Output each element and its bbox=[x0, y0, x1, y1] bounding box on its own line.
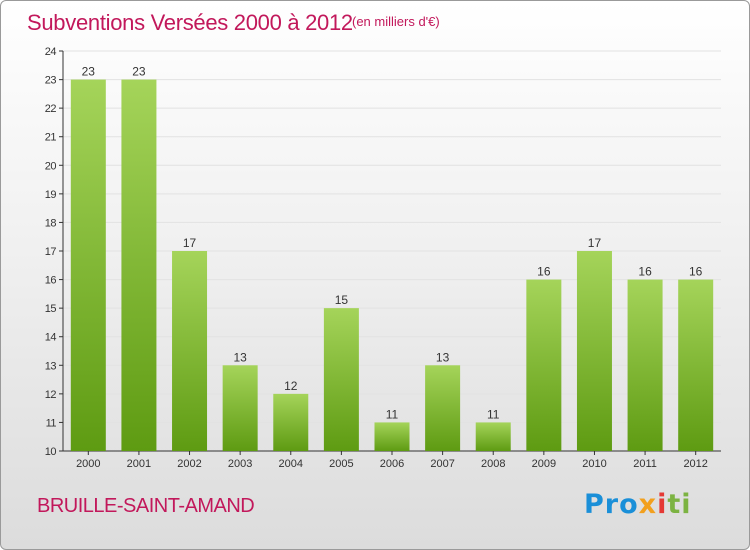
y-tick-label: 10 bbox=[45, 446, 57, 458]
x-tick-label: 2009 bbox=[532, 458, 556, 470]
bar bbox=[627, 279, 663, 451]
bar-value-label: 17 bbox=[183, 236, 197, 250]
bar-value-label: 11 bbox=[386, 407, 399, 421]
y-tick-label: 15 bbox=[45, 303, 57, 315]
y-tick-label: 11 bbox=[46, 417, 57, 429]
bar bbox=[374, 422, 410, 451]
bar bbox=[475, 422, 511, 451]
x-tick-label: 2006 bbox=[380, 458, 404, 470]
bar bbox=[576, 251, 612, 451]
x-tick-label: 2008 bbox=[481, 458, 505, 470]
y-tick-label: 24 bbox=[45, 46, 57, 58]
y-tick-label: 16 bbox=[45, 275, 57, 287]
x-tick-label: 2007 bbox=[430, 458, 454, 470]
bar-value-label: 16 bbox=[689, 265, 703, 279]
bar-value-label: 15 bbox=[335, 293, 349, 307]
y-tick-label: 14 bbox=[45, 332, 57, 344]
y-tick-label: 13 bbox=[45, 360, 57, 372]
x-tick-label: 2002 bbox=[177, 458, 201, 470]
bar bbox=[70, 79, 106, 452]
y-tick-label: 21 bbox=[45, 132, 57, 144]
y-tick-label: 19 bbox=[45, 189, 57, 201]
x-tick-label: 2001 bbox=[127, 458, 151, 470]
bar-value-label: 13 bbox=[436, 350, 450, 364]
y-tick-label: 12 bbox=[45, 389, 57, 401]
bar bbox=[172, 251, 208, 451]
y-tick-label: 23 bbox=[45, 75, 57, 87]
commune-name: BRUILLE-SAINT-AMAND bbox=[37, 495, 255, 517]
x-tick-label: 2011 bbox=[633, 458, 657, 470]
bar-value-label: 23 bbox=[132, 65, 146, 79]
bar bbox=[323, 308, 359, 451]
bar-value-label: 16 bbox=[638, 265, 652, 279]
bar-value-label: 17 bbox=[588, 236, 602, 250]
x-tick-label: 2003 bbox=[228, 458, 252, 470]
bar-value-label: 23 bbox=[82, 65, 96, 79]
bar bbox=[273, 393, 309, 451]
y-tick-label: 20 bbox=[45, 160, 57, 172]
bar bbox=[425, 365, 461, 451]
bar bbox=[121, 79, 157, 452]
x-tick-label: 2012 bbox=[683, 458, 707, 470]
bar bbox=[526, 279, 562, 451]
x-tick-label: 2005 bbox=[329, 458, 353, 470]
bar-value-label: 11 bbox=[487, 407, 500, 421]
bar bbox=[678, 279, 714, 451]
y-tick-label: 22 bbox=[45, 103, 57, 115]
chart-subtitle: (en milliers d'€) bbox=[352, 14, 440, 29]
proxiti-logo: Proxiti bbox=[584, 489, 692, 520]
bar-value-label: 12 bbox=[284, 379, 298, 393]
x-tick-label: 2010 bbox=[582, 458, 606, 470]
y-tick-label: 18 bbox=[45, 217, 57, 229]
bar-value-label: 16 bbox=[537, 265, 551, 279]
chart-title: Subventions Versées 2000 à 2012 bbox=[27, 10, 353, 35]
bar bbox=[222, 365, 258, 451]
x-tick-label: 2004 bbox=[279, 458, 303, 470]
bar-value-label: 13 bbox=[233, 350, 247, 364]
y-tick-label: 17 bbox=[45, 246, 57, 258]
x-tick-label: 2000 bbox=[76, 458, 100, 470]
